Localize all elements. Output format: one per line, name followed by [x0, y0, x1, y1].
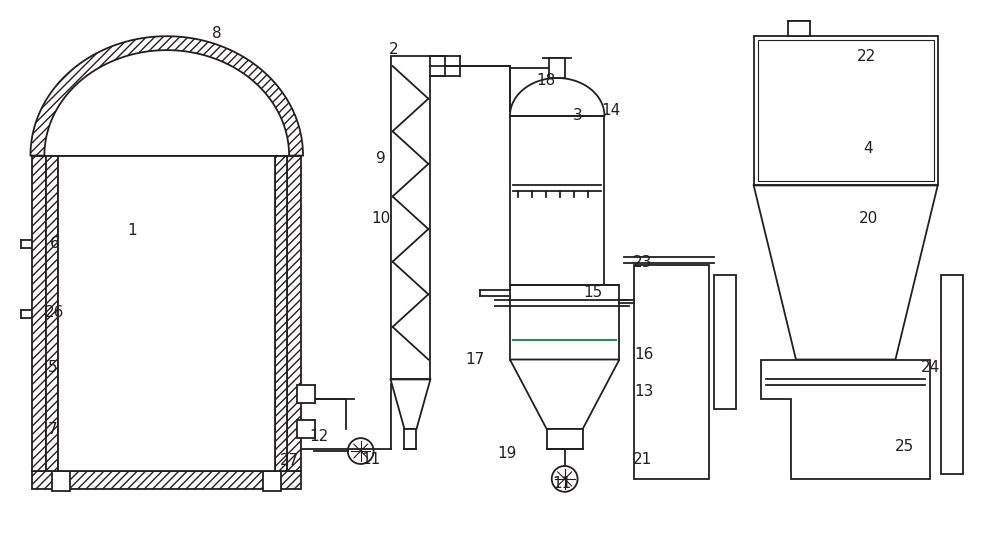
Polygon shape: [30, 36, 303, 156]
Bar: [58, 156, 275, 471]
Bar: [297, 420, 315, 438]
Bar: [404, 429, 416, 449]
Text: 25: 25: [895, 439, 915, 454]
Text: 9: 9: [376, 151, 385, 166]
Text: 8: 8: [212, 26, 221, 41]
Bar: [788, 21, 810, 36]
Bar: [287, 156, 301, 471]
Bar: [32, 471, 301, 489]
Text: 14: 14: [602, 103, 621, 118]
Bar: [32, 156, 46, 471]
Text: 16: 16: [635, 347, 654, 362]
Bar: [714, 275, 736, 409]
Text: 15: 15: [583, 285, 602, 300]
Bar: [391, 56, 430, 379]
Polygon shape: [391, 379, 430, 429]
Text: 11: 11: [361, 452, 380, 467]
Bar: [46, 156, 58, 471]
Bar: [52, 471, 70, 491]
Text: 13: 13: [635, 384, 654, 399]
Text: 27: 27: [279, 454, 299, 469]
Bar: [547, 429, 583, 449]
Text: 26: 26: [45, 305, 64, 320]
Polygon shape: [761, 360, 930, 479]
Bar: [796, 360, 895, 404]
Text: 20: 20: [858, 211, 878, 226]
Text: 1: 1: [127, 223, 137, 238]
Bar: [758, 40, 934, 181]
Bar: [275, 156, 287, 471]
Bar: [297, 385, 315, 403]
Polygon shape: [510, 360, 619, 429]
Text: 17: 17: [466, 352, 485, 367]
Text: 5: 5: [48, 360, 57, 375]
Bar: [549, 58, 565, 78]
Text: 24: 24: [921, 360, 940, 375]
Text: 4: 4: [863, 141, 873, 156]
Text: 19: 19: [497, 446, 517, 461]
Bar: [754, 36, 938, 186]
Text: 7: 7: [48, 422, 57, 437]
Text: 23: 23: [633, 255, 652, 270]
Text: 18: 18: [536, 73, 555, 88]
Bar: [510, 116, 604, 285]
Text: 22: 22: [856, 49, 876, 64]
Text: 3: 3: [573, 108, 582, 123]
Bar: [46, 156, 287, 471]
Text: 6: 6: [49, 235, 59, 250]
Bar: [941, 275, 963, 474]
Text: 12: 12: [309, 429, 329, 444]
Text: 21: 21: [633, 452, 652, 467]
Polygon shape: [754, 186, 938, 360]
Text: 10: 10: [371, 211, 390, 226]
Bar: [634, 265, 709, 479]
Bar: [510, 285, 619, 360]
Text: 11: 11: [552, 476, 571, 491]
Text: 2: 2: [389, 42, 398, 57]
Bar: [263, 471, 281, 491]
